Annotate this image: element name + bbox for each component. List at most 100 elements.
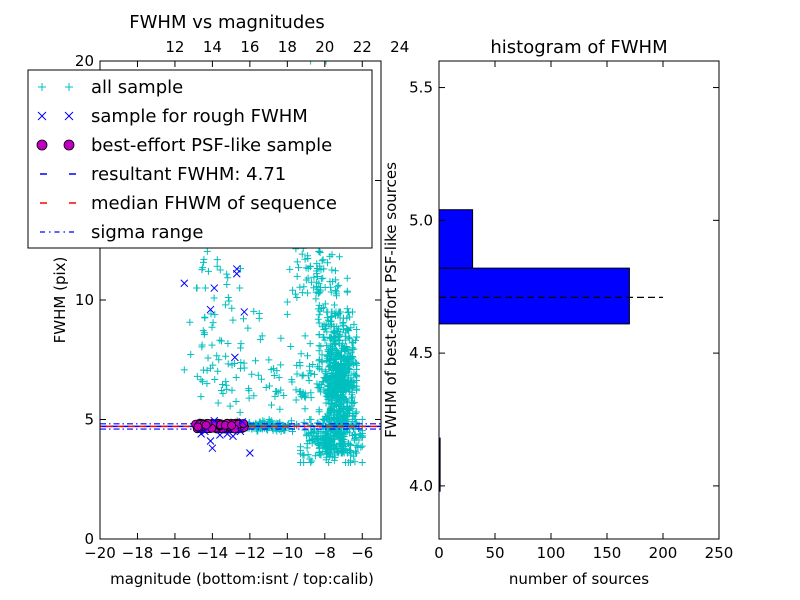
all-sample-point [344,377,352,385]
all-sample-point [349,338,357,346]
all-sample-point [332,409,340,417]
all-sample-point [314,315,322,323]
all-sample-point [209,319,217,327]
all-sample-point [323,308,331,316]
all-sample-point [237,359,245,367]
all-sample-point [228,304,236,312]
all-sample-point [296,362,304,370]
all-sample-point [324,427,332,435]
all-sample-point [265,423,273,431]
all-sample-point [337,375,345,383]
legend-label-sigma: sigma range [91,222,203,243]
all-sample-point [343,314,351,322]
all-sample-point [332,286,340,294]
histogram-y-tick-label: 5.5 [409,79,433,97]
all-sample-point [301,332,309,340]
all-sample-point [342,459,350,467]
all-sample-point [204,267,212,275]
histogram-x-tick-label: 100 [537,544,566,562]
all-sample-point [316,249,324,257]
histogram-bar [438,209,474,269]
all-sample-point [302,276,310,284]
all-sample-point [350,370,358,378]
all-sample-point [345,439,353,447]
all-sample-point [328,266,336,274]
all-sample-point [330,364,338,372]
all-sample-point [346,457,354,465]
all-sample-point [321,439,329,447]
all-sample-point [213,256,221,264]
all-sample-point [339,387,347,395]
all-sample-point [318,358,326,366]
all-sample-point [319,274,327,282]
all-sample-point [326,355,334,363]
all-sample-point [350,382,358,390]
all-sample-point [211,311,219,319]
rough-sample-point [216,431,224,439]
rough-sample-point [223,429,232,438]
all-sample-point [315,319,323,327]
all-sample-point [215,356,223,364]
all-sample-point [332,276,340,284]
all-sample-point [340,428,348,436]
all-sample-point [225,297,233,305]
all-sample-point [327,317,335,325]
all-sample-point [307,61,315,65]
all-sample-point [347,324,355,332]
all-sample-point [267,401,275,409]
all-sample-point [224,360,232,368]
all-sample-point [304,352,312,360]
scatter-x-tick-label: −20 [84,544,116,562]
legend-label-best-effort: best-effort PSF-like sample [91,135,332,156]
all-sample-point [349,344,357,352]
scatter-x-tick-label: −14 [197,544,229,562]
all-sample-point [180,366,188,374]
all-sample-point [316,247,324,255]
all-sample-point [322,453,330,461]
all-sample-point [330,435,338,443]
all-sample-point [237,265,244,273]
all-sample-point [322,320,330,328]
all-sample-point [319,432,327,440]
all-sample-point [301,255,309,263]
all-sample-point [322,61,330,65]
all-sample-point [307,394,315,402]
all-sample-point [270,365,278,373]
all-sample-point [325,356,333,364]
all-sample-point [328,407,335,415]
all-sample-point [326,408,334,416]
all-sample-point [308,457,316,465]
all-sample-point [297,350,305,358]
all-sample-point [335,253,343,261]
all-sample-point [199,366,207,374]
all-sample-point [325,440,333,448]
all-sample-point [270,372,278,380]
all-sample-point [198,266,206,274]
histogram-title: histogram of FWHM [490,37,667,58]
all-sample-point [304,264,312,272]
all-sample-point [324,259,332,267]
all-sample-point [314,363,322,371]
all-sample-point [351,416,359,423]
all-sample-point [341,384,349,392]
all-sample-point [309,429,317,437]
all-sample-point [350,452,358,460]
all-sample-point [296,459,304,467]
all-sample-point [349,405,357,413]
all-sample-point [224,274,232,282]
all-sample-point [298,372,306,380]
all-sample-point [326,375,334,383]
all-sample-point [335,448,343,456]
all-sample-point [309,361,317,369]
all-sample-point [203,380,211,388]
all-sample-point [200,255,208,263]
all-sample-point [301,405,309,413]
all-sample-point [252,357,260,365]
all-sample-point [287,343,295,351]
all-sample-point [310,370,318,378]
top-axis-tick-label: 18 [278,38,297,56]
all-sample-point [343,402,351,410]
all-sample-point [334,327,342,335]
all-sample-point [331,416,339,423]
all-sample-point [332,442,340,450]
